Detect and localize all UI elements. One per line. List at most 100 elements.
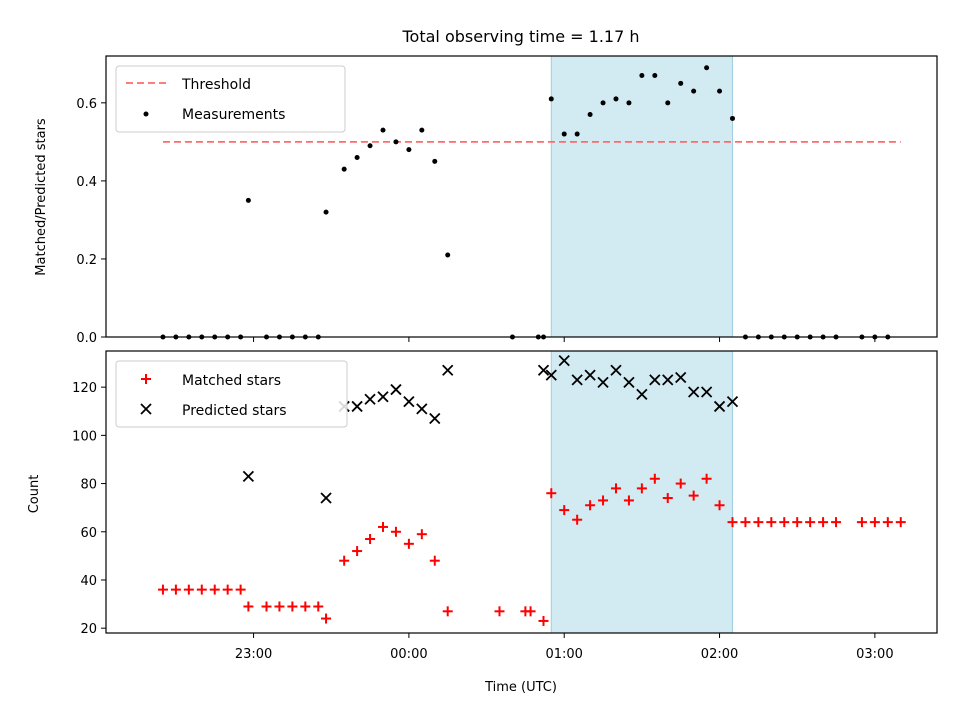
measurement-point <box>432 158 438 164</box>
bottom-y-tick-label: 60 <box>80 526 97 541</box>
predicted-star-point <box>364 393 376 405</box>
measurement-point <box>393 139 399 145</box>
measurement-point <box>729 115 735 121</box>
matched-star-point <box>585 500 596 511</box>
top-y-ticks: 0.0 0.2 0.4 0.6 <box>76 97 106 346</box>
chart-title: Total observing time = 1.17 h <box>401 27 639 46</box>
matched-star-point <box>869 517 880 528</box>
matched-star-point <box>494 606 505 617</box>
bottom-legend: Matched stars Predicted stars <box>115 360 348 428</box>
measurement-point <box>341 166 347 172</box>
top-panel-frame <box>105 55 938 338</box>
predicted-star-point <box>713 400 726 413</box>
matched-star-point <box>623 495 634 506</box>
measurement-point <box>691 88 697 94</box>
matched-star-point <box>378 521 388 532</box>
matched-star-point <box>429 555 440 566</box>
legend-measurements-label: Measurements <box>182 107 285 123</box>
predicted-star-point <box>545 369 557 381</box>
matched-star-point <box>856 517 867 528</box>
bottom-x-tick-label: 02:00 <box>701 647 738 662</box>
matched-star-point <box>766 517 777 528</box>
predicted-star-point <box>584 369 596 381</box>
matched-star-point <box>662 493 673 504</box>
bottom-predicted-group <box>242 355 739 504</box>
predicted-star-point <box>377 391 389 403</box>
bottom-y-tick-label: 40 <box>80 574 97 589</box>
measurement-point <box>613 96 619 102</box>
measurement-point <box>245 197 251 203</box>
matched-star-point <box>274 601 285 612</box>
predicted-star-point <box>610 364 622 376</box>
matched-star-point <box>740 517 751 528</box>
measurement-point <box>367 143 373 149</box>
bottom-y-tick-label: 20 <box>80 622 97 637</box>
top-legend-box <box>115 65 346 133</box>
measurement-point <box>665 100 671 106</box>
legend-threshold-label: Threshold <box>181 77 251 93</box>
bottom-panel-frame <box>105 350 938 634</box>
predicted-star-point <box>700 386 713 398</box>
matched-star-point <box>895 517 906 528</box>
matched-star-point <box>675 478 686 489</box>
bottom-x-tick-label: 01:00 <box>545 647 582 662</box>
measurement-point <box>561 131 567 137</box>
matched-star-point <box>598 495 609 506</box>
predicted-star-point <box>429 412 441 425</box>
predicted-star-point <box>416 403 428 415</box>
measurement-point <box>587 112 593 118</box>
matched-star-point <box>753 517 764 528</box>
legend-matched-swatch <box>141 374 151 384</box>
matched-star-point <box>313 601 324 612</box>
legend-measurements-swatch <box>143 111 149 117</box>
measurement-point <box>574 131 580 137</box>
predicted-star-point <box>320 492 332 504</box>
measurement-point <box>380 127 386 133</box>
measurement-point <box>704 65 710 71</box>
top-y-tick-label: 0.4 <box>76 175 97 190</box>
predicted-star-point <box>242 470 255 482</box>
top-legend: Threshold Measurements <box>115 65 346 133</box>
matched-star-point <box>442 606 453 617</box>
matched-star-point <box>157 584 168 595</box>
predicted-star-point <box>571 374 583 386</box>
matched-star-point <box>559 505 570 516</box>
matched-star-point <box>321 613 332 624</box>
matched-star-point <box>352 546 363 557</box>
bottom-y-tick-label: 80 <box>80 478 97 493</box>
predicted-star-point <box>537 364 550 376</box>
matched-star-point <box>610 483 621 494</box>
legend-predicted-swatch <box>140 403 152 415</box>
matched-star-point <box>727 517 738 528</box>
matched-star-point <box>222 584 233 595</box>
measurement-point <box>717 88 723 94</box>
top-y-tick-label: 0.2 <box>76 253 97 268</box>
predicted-star-point <box>675 371 687 384</box>
matched-star-point <box>546 488 557 499</box>
matched-star-point <box>818 517 829 528</box>
measurement-point <box>652 73 658 79</box>
bottom-x-ticks: 23:00 00:00 01:00 02:00 03:00 <box>235 633 894 662</box>
top-highlight-span-group <box>550 55 733 338</box>
measurement-point <box>626 100 632 106</box>
measurement-point <box>678 80 684 86</box>
matched-star-point <box>538 615 549 626</box>
top-y-axis-label: Matched/Predicted stars <box>34 118 49 276</box>
bottom-legend-box <box>115 360 348 428</box>
matched-star-point <box>792 517 803 528</box>
bottom-y-tick-label: 120 <box>72 381 97 396</box>
top-x-ticks <box>253 337 876 342</box>
bottom-y-axis-label: Count <box>27 475 42 514</box>
measurement-point <box>323 209 329 215</box>
predicted-star-point <box>442 364 454 376</box>
bottom-x-tick-label: 00:00 <box>390 647 427 662</box>
matched-star-point <box>805 517 816 528</box>
measurement-point <box>639 73 645 79</box>
legend-predicted-label: Predicted stars <box>182 403 287 419</box>
matched-star-point <box>235 584 246 595</box>
predicted-star-point <box>726 395 739 408</box>
measurement-point <box>419 127 425 133</box>
matched-star-point <box>183 584 194 595</box>
top-measurements-group <box>160 65 891 340</box>
